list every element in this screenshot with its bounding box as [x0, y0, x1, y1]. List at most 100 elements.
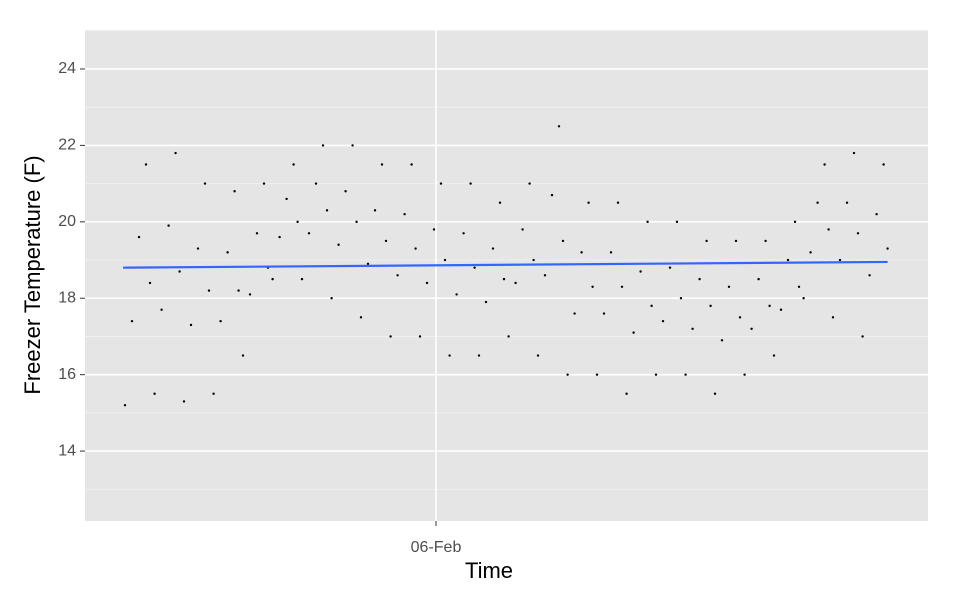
point	[528, 182, 531, 185]
point	[233, 190, 236, 193]
point	[675, 220, 679, 224]
point	[241, 354, 245, 357]
point	[292, 163, 295, 166]
point	[875, 212, 878, 216]
point	[743, 373, 746, 376]
trend-line	[122, 260, 888, 269]
point	[330, 297, 333, 300]
point	[768, 304, 771, 308]
point	[705, 239, 708, 243]
point	[484, 300, 488, 304]
point	[786, 258, 790, 262]
point	[439, 182, 443, 185]
point	[248, 293, 252, 296]
point	[469, 182, 472, 185]
point	[296, 220, 299, 224]
point	[174, 151, 177, 155]
point	[355, 220, 358, 224]
point	[856, 232, 860, 235]
point	[325, 209, 329, 212]
point	[178, 270, 181, 273]
point	[300, 277, 304, 281]
point	[189, 323, 193, 327]
point	[831, 316, 835, 319]
point	[443, 258, 447, 262]
y-tick-label: 20	[58, 213, 76, 230]
point	[868, 274, 871, 277]
point	[448, 354, 451, 357]
point	[507, 335, 510, 338]
point	[307, 232, 311, 235]
point	[536, 354, 540, 357]
point	[462, 232, 465, 235]
point	[207, 289, 211, 292]
point	[148, 281, 152, 285]
point	[698, 277, 701, 281]
point	[816, 201, 819, 204]
point	[566, 373, 569, 376]
point	[852, 151, 856, 155]
point	[373, 209, 377, 212]
point	[396, 274, 399, 277]
point	[432, 228, 436, 231]
point	[802, 297, 805, 300]
point	[602, 312, 606, 315]
point	[384, 239, 388, 243]
point	[646, 220, 649, 224]
point	[557, 125, 561, 128]
point	[314, 182, 318, 185]
point	[738, 316, 742, 319]
point	[532, 258, 535, 262]
point	[838, 258, 842, 262]
point	[882, 163, 885, 166]
panel	[85, 30, 928, 521]
point	[764, 239, 767, 243]
point	[203, 182, 207, 185]
point	[425, 281, 429, 285]
point	[595, 373, 599, 376]
point	[587, 201, 590, 204]
point	[278, 235, 281, 239]
point	[654, 373, 658, 376]
point	[521, 228, 524, 231]
y-tick-label: 14	[58, 442, 76, 459]
point	[359, 316, 363, 319]
point	[473, 266, 476, 269]
point	[321, 144, 325, 147]
point	[691, 327, 694, 331]
point	[713, 392, 717, 395]
point	[734, 239, 738, 243]
point	[403, 212, 406, 216]
point	[351, 144, 354, 147]
point	[285, 197, 288, 201]
point	[561, 239, 565, 243]
point	[709, 304, 712, 308]
point	[498, 201, 502, 204]
y-tick-label: 16	[58, 366, 76, 383]
point	[160, 308, 163, 311]
point	[823, 163, 826, 166]
point	[196, 247, 200, 250]
point	[144, 163, 148, 166]
point	[550, 193, 554, 197]
point	[809, 251, 812, 254]
point	[212, 392, 215, 395]
point	[779, 308, 783, 311]
point	[543, 274, 547, 277]
point	[886, 247, 889, 250]
x-tick-label: 06-Feb	[411, 539, 462, 556]
point	[389, 335, 392, 338]
point	[661, 319, 665, 323]
point	[720, 339, 724, 342]
point	[226, 251, 229, 254]
point	[255, 232, 259, 235]
point	[632, 331, 635, 334]
point	[337, 243, 340, 246]
point	[845, 201, 849, 204]
point	[418, 335, 422, 338]
point	[491, 247, 495, 250]
point	[625, 392, 628, 395]
point	[271, 277, 274, 281]
point	[502, 277, 506, 281]
